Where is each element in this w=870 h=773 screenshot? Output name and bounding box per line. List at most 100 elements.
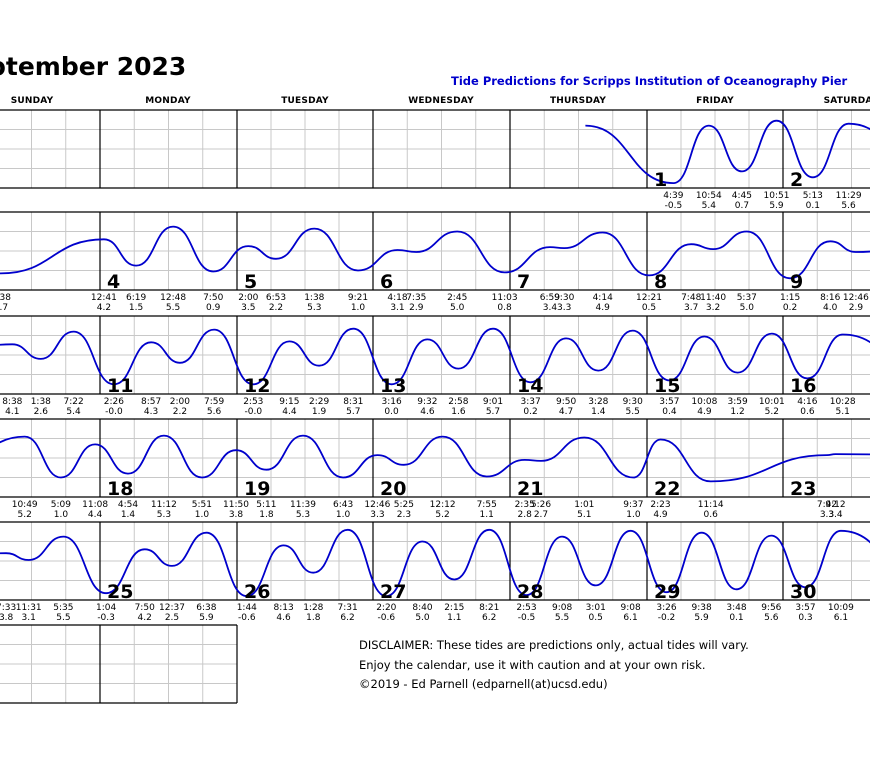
tide-height: 1.0 — [195, 510, 210, 520]
tide-time: 11:40 — [700, 293, 726, 303]
tide-height: 1.6 — [451, 407, 466, 417]
tide-time: 5:37 — [737, 293, 757, 303]
tide-time: 2:29 — [309, 397, 329, 407]
tide-time: 11:14 — [698, 500, 724, 510]
tide-height: -0.2 — [658, 613, 676, 623]
tide-height: 4.1 — [5, 407, 19, 417]
tide-time: 12:48 — [160, 293, 186, 303]
tide-height: 4.9 — [596, 303, 611, 313]
tide-time: 5:11 — [256, 500, 276, 510]
tide-time: 3:01 — [586, 603, 606, 613]
day-number: 16 — [790, 375, 816, 397]
tide-height: 4.6 — [420, 407, 435, 417]
tide-height: 0.7 — [735, 201, 749, 211]
tide-height: -0.6 — [378, 613, 396, 623]
day-number: 29 — [654, 581, 680, 603]
tide-height: 5.7 — [346, 407, 360, 417]
tide-time: 12:37 — [159, 603, 185, 613]
tide-height: 3.4 — [543, 303, 558, 313]
tide-time: 3:16 — [381, 397, 401, 407]
tide-height: 3.3 — [820, 510, 834, 520]
tide-time: 4:39 — [663, 191, 683, 201]
tide-time: 1:04 — [96, 603, 116, 613]
day-number: 4 — [107, 271, 120, 293]
tide-time: 2:00 — [170, 397, 190, 407]
tide-time: 2:53 — [243, 397, 263, 407]
tide-height: 4.9 — [653, 510, 668, 520]
weekday-friday: FRIDAY — [696, 96, 734, 106]
tide-height: 2.2 — [269, 303, 283, 313]
tide-height: 6.1 — [834, 613, 848, 623]
tide-time: 2:23 — [650, 500, 670, 510]
tide-height: 3.3 — [370, 510, 384, 520]
tide-height: 3.8 — [0, 613, 14, 623]
tide-time: 2:26 — [104, 397, 124, 407]
tide-time: 7:31 — [337, 603, 357, 613]
tide-time: 11:50 — [223, 500, 249, 510]
tide-time: 9:12 — [825, 500, 845, 510]
tide-curve-week-2 — [0, 225, 870, 280]
tide-time: 8:21 — [479, 603, 499, 613]
tide-height: 3.3 — [557, 303, 571, 313]
tide-height: -0.5 — [518, 613, 536, 623]
tide-height: 4.6 — [276, 613, 291, 623]
tide-height: 5.5 — [626, 407, 640, 417]
tide-time: 9:01 — [483, 397, 503, 407]
tide-time: 8:40 — [412, 603, 432, 613]
tide-height: 0.6 — [704, 510, 719, 520]
tide-height: 3.5 — [241, 303, 255, 313]
tide-time: 9:56 — [761, 603, 781, 613]
tide-time: 2:20 — [376, 603, 396, 613]
tide-height: 2.2 — [173, 407, 187, 417]
station-title: Tide Predictions for Scripps Institution… — [451, 74, 848, 88]
tide-height: 5.4 — [702, 201, 717, 211]
tide-height: 5.4 — [66, 407, 81, 417]
tide-time: 3:28 — [588, 397, 608, 407]
tide-time: 9:15 — [279, 397, 299, 407]
tide-time: 2:15 — [444, 603, 464, 613]
tide-time: 4:45 — [732, 191, 752, 201]
tide-curve-week-4 — [0, 434, 870, 483]
tide-time: 3:59 — [727, 397, 747, 407]
day-number: 5 — [244, 271, 257, 293]
tide-height: 0.1 — [729, 613, 743, 623]
tide-time: 5:26 — [531, 500, 551, 510]
tide-time: 1:15 — [780, 293, 800, 303]
tide-time: 6:53 — [266, 293, 286, 303]
tide-time: 7:50 — [203, 293, 223, 303]
tide-height: 2.9 — [849, 303, 864, 313]
tide-height: 1.0 — [351, 303, 366, 313]
tide-time: 9:50 — [556, 397, 576, 407]
tide-height: 5.0 — [740, 303, 755, 313]
tide-time: 1:28 — [303, 603, 323, 613]
tide-height: 4.4 — [88, 510, 103, 520]
tide-height: 4.3 — [144, 407, 158, 417]
tide-time: 7:35 — [406, 293, 426, 303]
tide-time: 3:57 — [659, 397, 679, 407]
tide-height: 5.0 — [450, 303, 465, 313]
tide-time: 5:13 — [803, 191, 823, 201]
tide-height: 4.0 — [823, 303, 838, 313]
tide-time: 5:25 — [394, 500, 414, 510]
tide-height: 1.5 — [129, 303, 143, 313]
tide-time: 3:37 — [520, 397, 540, 407]
tide-time: 7:48 — [681, 293, 701, 303]
tide-time: 5:35 — [53, 603, 73, 613]
tide-time: 10:08 — [691, 397, 717, 407]
tide-height: 2.3 — [397, 510, 411, 520]
tide-height: 2.7 — [534, 510, 548, 520]
tide-height: 5.1 — [836, 407, 850, 417]
tide-time: 9:37 — [623, 500, 643, 510]
day-number: 7 — [517, 271, 530, 293]
tide-height: 6.2 — [482, 613, 496, 623]
tide-time: 8:13 — [273, 603, 293, 613]
tide-height: 1.1 — [447, 613, 461, 623]
tide-time: 5:51 — [192, 500, 212, 510]
day-number: 26 — [244, 581, 270, 603]
day-number: 1 — [654, 169, 667, 191]
tide-height: 5.3 — [157, 510, 171, 520]
tide-height: 0.5 — [589, 613, 603, 623]
tide-height: 4.2 — [97, 303, 111, 313]
day-number: 23 — [790, 478, 816, 500]
weekday-sunday: SUNDAY — [10, 96, 54, 106]
